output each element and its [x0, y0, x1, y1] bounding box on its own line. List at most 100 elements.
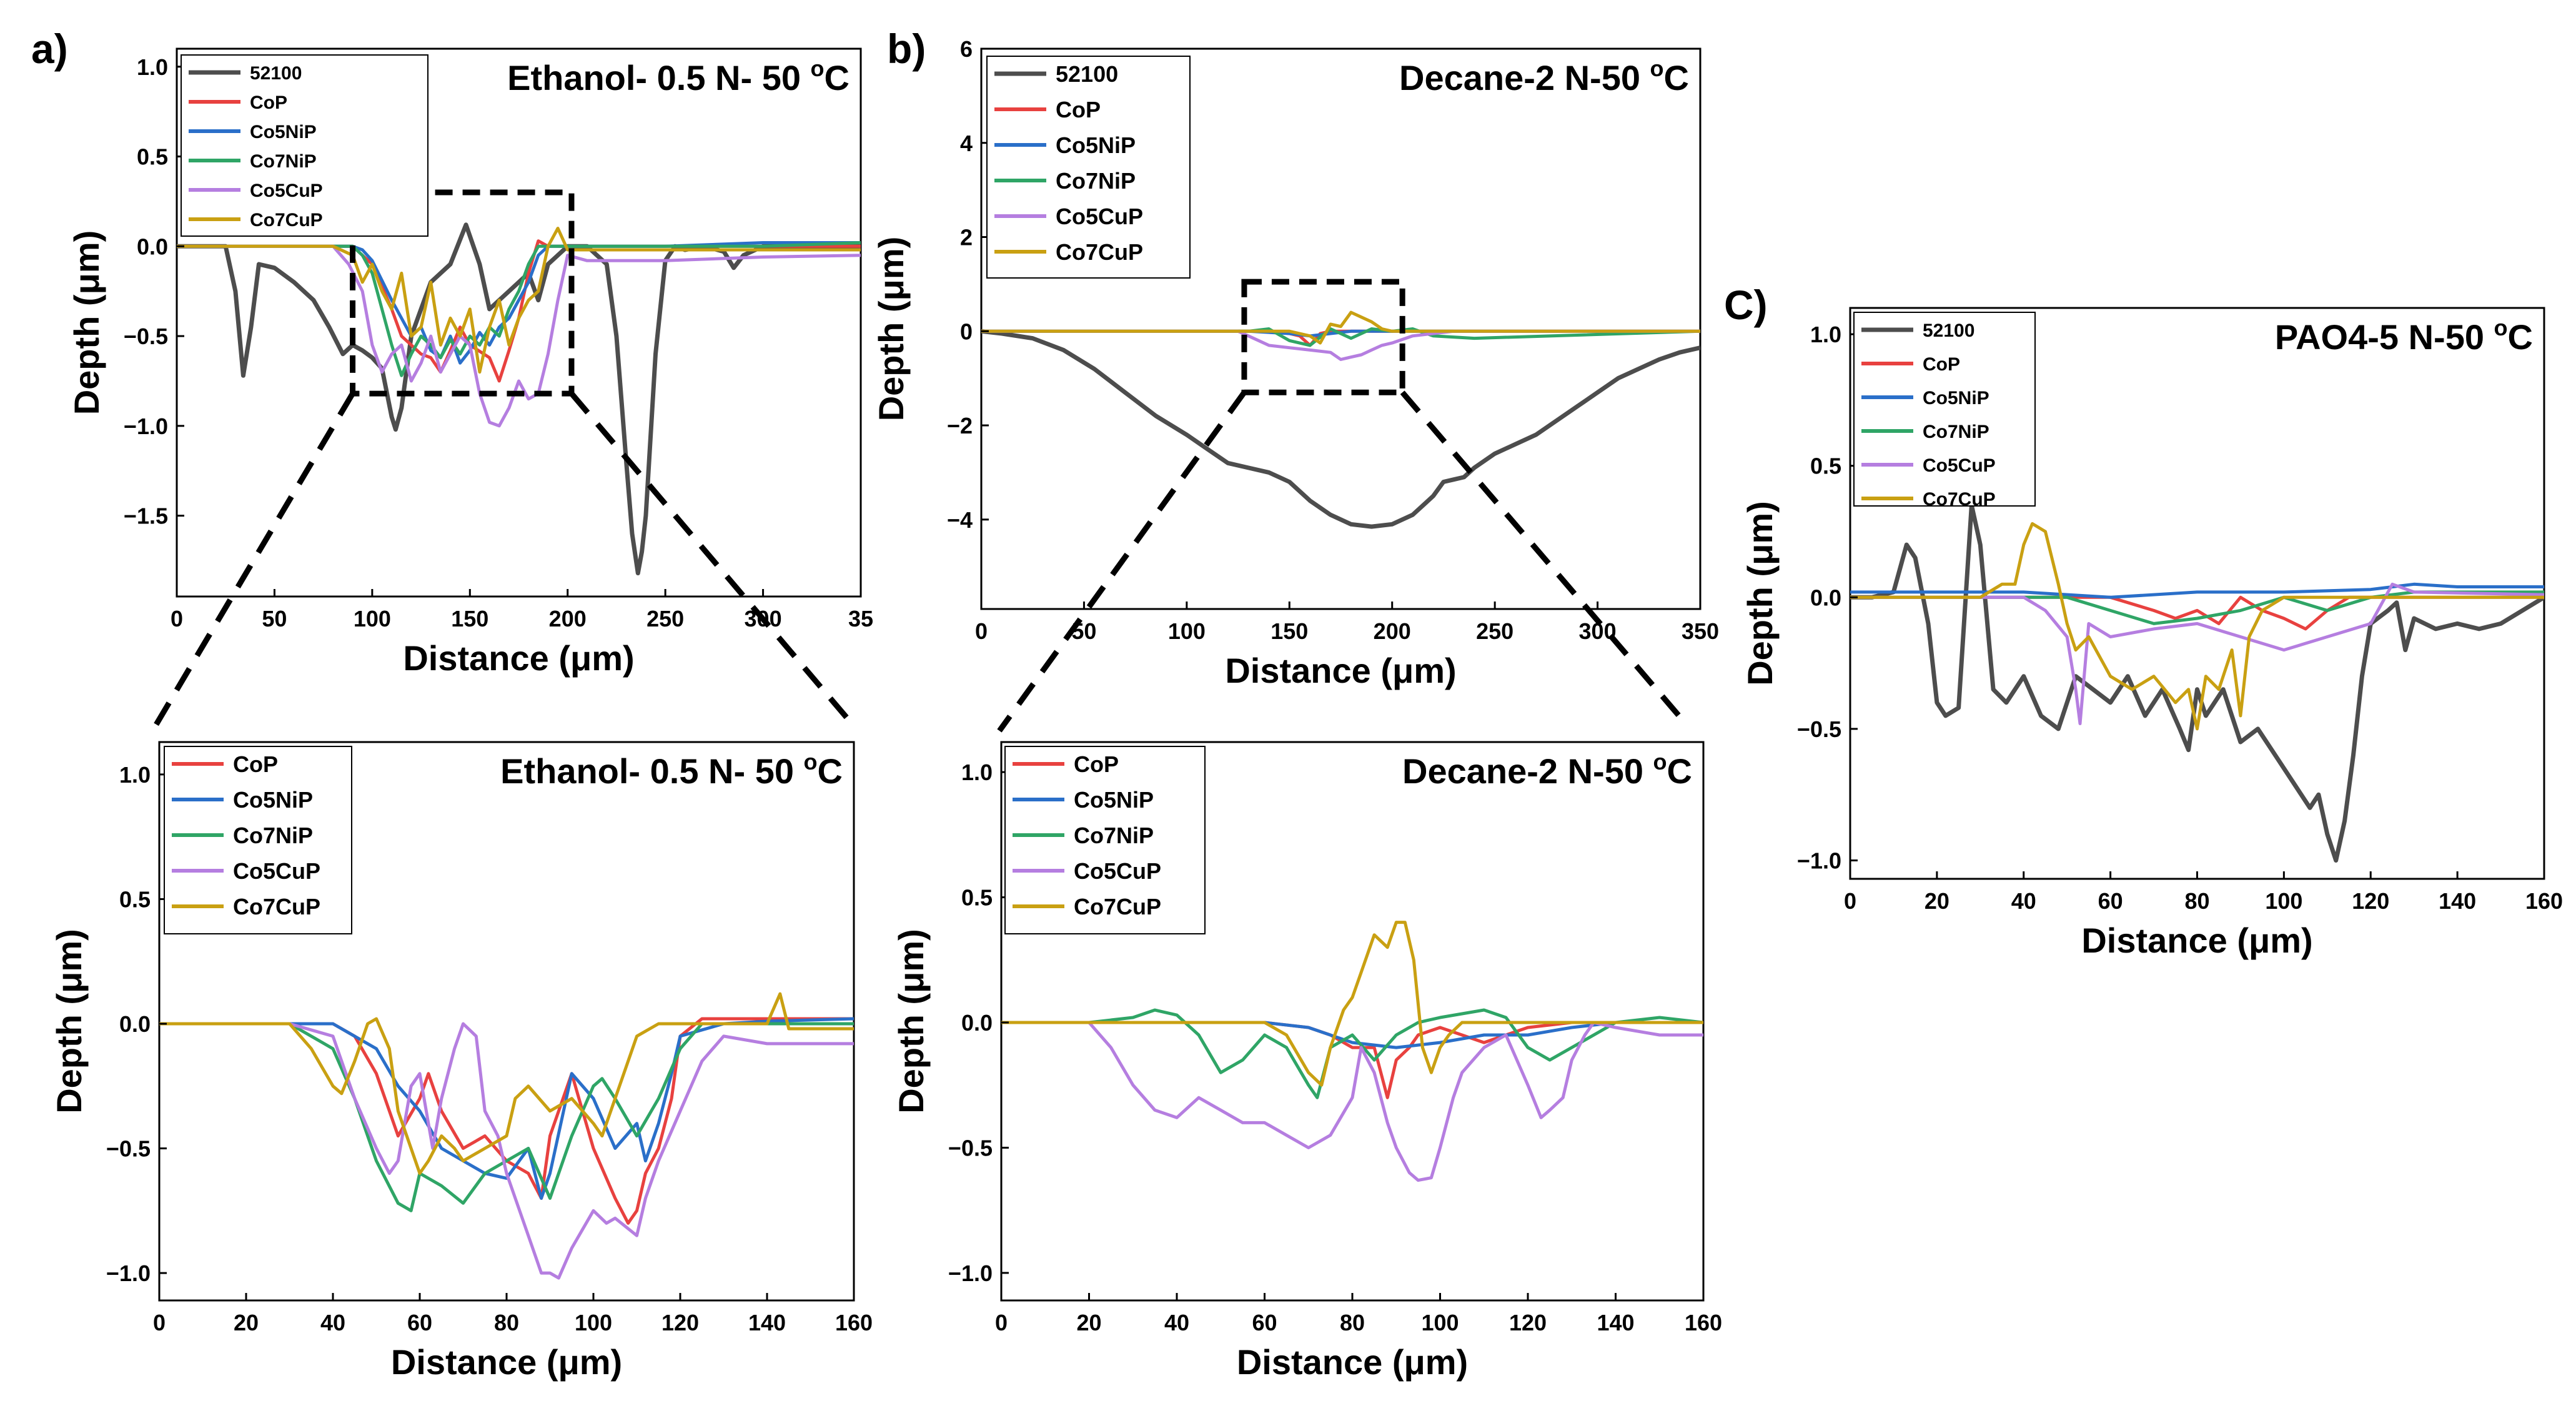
x-axis-label: Distance (μm) — [1237, 1342, 1468, 1382]
x-tick-label: 100 — [575, 1310, 612, 1335]
plot-frame — [176, 47, 862, 598]
legend-label-Co5CuP: Co5CuP — [250, 181, 323, 201]
x-tick-label: 0 — [171, 606, 183, 631]
x-tick-label: 250 — [1476, 618, 1513, 644]
panel-letter-b: b) — [887, 26, 926, 72]
y-tick-label: 0.0 — [1810, 585, 1841, 610]
legend-label-Co7CuP: Co7CuP — [1923, 489, 1996, 510]
x-tick-label: 120 — [2352, 888, 2389, 914]
x-tick-label: 250 — [646, 606, 684, 631]
y-tick-label: −0.5 — [106, 1136, 151, 1162]
y-axis-label: Depth (μm) — [49, 929, 89, 1114]
zoom-box — [350, 189, 575, 397]
legend-label-Co7NiP: Co7NiP — [250, 151, 317, 172]
x-tick-label: 60 — [407, 1310, 432, 1335]
x-tick-label: 200 — [549, 606, 587, 631]
y-tick-label: 0.0 — [119, 1011, 151, 1037]
y-tick-label: 1.0 — [961, 760, 993, 785]
x-tick-label: 160 — [1685, 1310, 1722, 1335]
chart-title: Ethanol- 0.5 N- 50 oC — [500, 749, 843, 791]
chart-a-main: 050100150200250300351.00.50.0−0.5−1.0−1.… — [67, 47, 873, 678]
x-tick-label: 20 — [1925, 888, 1949, 914]
x-tick-label: 60 — [1252, 1310, 1277, 1335]
y-tick-label: 1.0 — [119, 762, 151, 788]
chart-title: PAO4-5 N-50 oC — [2275, 315, 2533, 357]
x-tick-label: 80 — [1340, 1310, 1365, 1335]
x-tick-label: 40 — [320, 1310, 345, 1335]
y-tick-label: −4 — [947, 507, 973, 533]
series-group — [981, 310, 1700, 529]
legend-label-Co7CuP: Co7CuP — [233, 894, 320, 919]
x-axis-label: Distance (μm) — [2081, 921, 2312, 960]
legend-box — [1853, 312, 2036, 507]
series-line-Co5NiP — [1850, 582, 2544, 599]
legend-label-CoP: CoP — [1074, 751, 1119, 777]
series-line-Co5CuP — [981, 329, 1700, 361]
legend: CoP Co5NiP Co7NiP Co5CuP Co7CuP — [1004, 746, 1206, 934]
x-tick-label: 160 — [835, 1310, 873, 1335]
legend-label-Co7NiP: Co7NiP — [233, 823, 313, 848]
x-tick-label: 0 — [153, 1310, 166, 1335]
series-line-52100 — [981, 329, 1700, 529]
legend: 52100 CoP Co5NiP Co7NiP Co5CuP Co7CuP — [181, 54, 429, 237]
y-tick-label: −2 — [947, 413, 973, 438]
series-group — [177, 222, 861, 576]
series-line-CoP — [159, 1017, 854, 1225]
x-tick-label: 35 — [848, 606, 873, 631]
legend-label-Co7NiP: Co7NiP — [1056, 168, 1136, 194]
x-tick-label: 100 — [354, 606, 391, 631]
series-group — [1850, 503, 2544, 863]
panel-letter-a: a) — [31, 26, 68, 72]
legend-label-Co5CuP: Co5CuP — [1056, 204, 1143, 229]
y-tick-label: 6 — [960, 36, 973, 62]
connector-a-right — [569, 392, 855, 726]
y-tick-label: 0.5 — [1810, 453, 1841, 479]
x-tick-label: 140 — [2439, 888, 2476, 914]
y-tick-label: 1.0 — [1810, 322, 1841, 347]
y-axis-label: Depth (μm) — [891, 929, 931, 1114]
legend: 52100 CoP Co5NiP Co7NiP Co5CuP Co7CuP — [986, 56, 1191, 279]
legend-label-Co5NiP: Co5NiP — [1056, 132, 1136, 158]
series-line-Co7CuP — [159, 992, 854, 1175]
x-tick-label: 40 — [2011, 888, 2036, 914]
series-line-Co7NiP — [177, 241, 861, 377]
series-line-52100 — [177, 222, 861, 576]
x-tick-label: 150 — [1271, 618, 1308, 644]
x-tick-label: 100 — [1421, 1310, 1459, 1335]
series-line-Co5CuP — [1850, 582, 2544, 725]
legend-label-CoP: CoP — [1056, 97, 1101, 122]
legend-label-52100: 52100 — [1056, 61, 1118, 87]
x-tick-label: 200 — [1374, 618, 1411, 644]
y-tick-label: −1.0 — [124, 413, 168, 439]
chart-title: Ethanol- 0.5 N- 50 oC — [507, 56, 850, 97]
legend-label-Co5NiP: Co5NiP — [233, 787, 313, 813]
y-tick-label: 2 — [960, 225, 973, 250]
legend-box — [164, 746, 352, 934]
y-tick-label: −1.5 — [124, 503, 168, 529]
chart-title: Decane-2 N-50 oC — [1402, 749, 1692, 791]
y-tick-label: −0.5 — [948, 1135, 993, 1161]
x-axis-label: Distance (μm) — [1225, 651, 1456, 690]
legend-label-CoP: CoP — [233, 751, 278, 777]
x-tick-label: 40 — [1164, 1310, 1189, 1335]
y-tick-label: 0.5 — [119, 886, 151, 912]
x-tick-label: 50 — [262, 606, 287, 631]
connector-b-right — [1400, 390, 1689, 726]
x-tick-label: 160 — [2525, 888, 2563, 914]
series-line-Co5NiP — [1001, 1021, 1703, 1049]
x-axis-label: Distance (μm) — [403, 638, 634, 678]
x-tick-label: 0 — [975, 618, 988, 644]
legend-label-52100: 52100 — [250, 63, 302, 84]
plot-frame — [980, 47, 1702, 610]
y-tick-label: 1.0 — [137, 54, 168, 80]
chart-c-main: 0 20 40 60 80 100 120 140 160 1.0 0.5 0.0 −0.5 −1.0 Di… — [1740, 307, 2563, 960]
x-tick-label: 140 — [748, 1310, 786, 1335]
legend-label-Co7CuP: Co7CuP — [1074, 894, 1161, 919]
legend: CoP Co5NiP Co7NiP Co5CuP Co7CuP — [164, 746, 352, 934]
legend-label-Co5NiP: Co5NiP — [1074, 787, 1154, 813]
panel-letter-c: C) — [1724, 282, 1768, 328]
series-line-Co5CuP — [159, 1022, 854, 1280]
series-line-Co5CuP — [1001, 1021, 1703, 1182]
